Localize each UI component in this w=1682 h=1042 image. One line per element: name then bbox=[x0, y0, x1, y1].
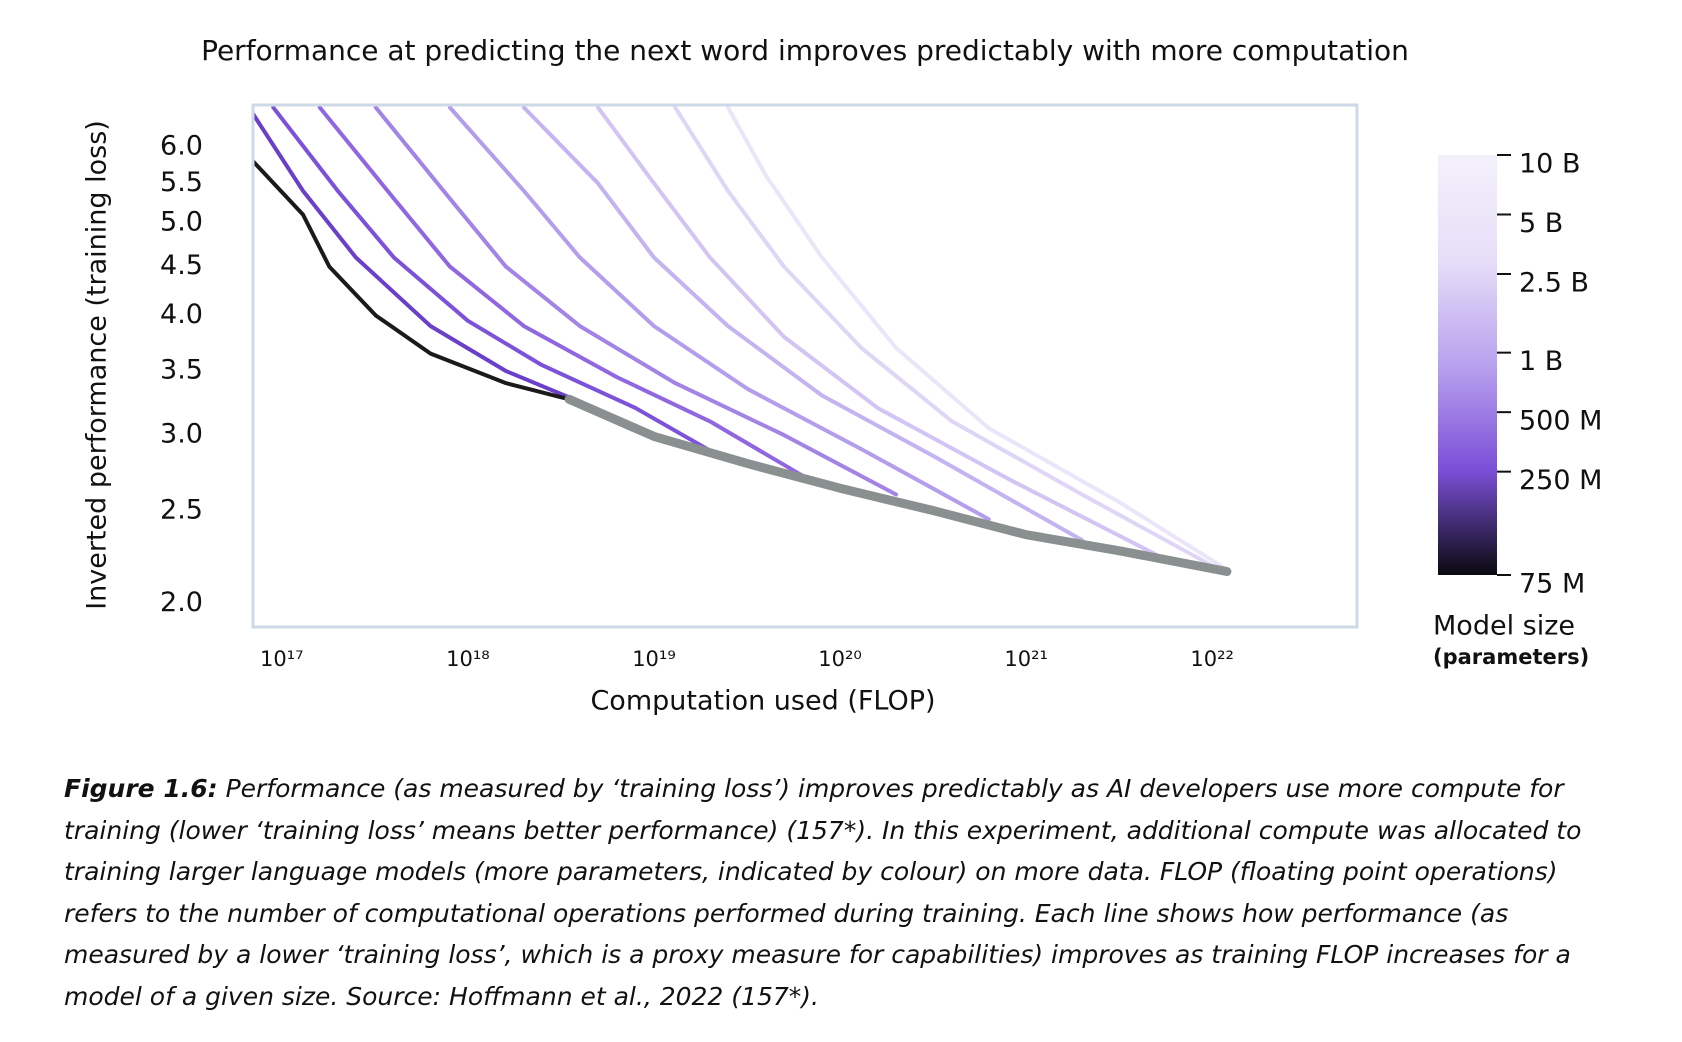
x-tick-label: 10²¹ bbox=[1004, 647, 1048, 671]
y-tick-label: 4.5 bbox=[160, 250, 203, 281]
colorbar-subtitle: (parameters) bbox=[1433, 645, 1589, 669]
colorbar-tick-label: 5 B bbox=[1519, 208, 1563, 239]
colorbar-tick-label: 10 B bbox=[1519, 149, 1580, 180]
y-axis-title: Inverted performance (training loss) bbox=[82, 120, 113, 610]
colorbar-tick-label: 500 M bbox=[1519, 406, 1602, 437]
model-line bbox=[253, 159, 572, 402]
model-line bbox=[596, 105, 1159, 557]
y-tick-label: 3.0 bbox=[160, 419, 203, 450]
model-line bbox=[521, 105, 1085, 543]
y-tick-label: 4.0 bbox=[160, 299, 203, 330]
y-tick-label: 5.0 bbox=[160, 206, 203, 237]
model-line bbox=[317, 105, 805, 478]
x-tick-label: 10²⁰ bbox=[818, 647, 862, 671]
model-line bbox=[673, 105, 1215, 568]
model-line bbox=[373, 105, 899, 497]
y-tick-label: 2.0 bbox=[160, 587, 203, 618]
caption: Figure 1.6: Performance (as measured by … bbox=[64, 768, 1634, 1017]
colorbar-tick-label: 1 B bbox=[1519, 346, 1563, 377]
plot-frame bbox=[251, 103, 1359, 629]
plot-lines bbox=[253, 105, 1232, 576]
model-line bbox=[726, 105, 1229, 572]
colorbar-tick-label: 75 M bbox=[1519, 569, 1585, 600]
x-axis-title: Computation used (FLOP) bbox=[590, 686, 935, 717]
colorbar-tick-label: 2.5 B bbox=[1519, 267, 1589, 298]
model-line bbox=[271, 105, 712, 453]
y-tick-label: 3.5 bbox=[160, 355, 203, 386]
colorbar-tick-label: 250 M bbox=[1519, 465, 1602, 496]
y-tick-label: 2.5 bbox=[160, 494, 203, 525]
colorbar bbox=[1438, 155, 1497, 575]
frontier-line bbox=[564, 394, 1232, 576]
caption-text: Performance (as measured by ‘training lo… bbox=[64, 774, 1582, 1011]
caption-label: Figure 1.6: bbox=[64, 774, 218, 803]
chart: Performance at predicting the next word … bbox=[82, 34, 1603, 717]
colorbar-title: Model size bbox=[1433, 611, 1575, 642]
chart-title: Performance at predicting the next word … bbox=[201, 34, 1409, 67]
y-tick-label: 6.0 bbox=[160, 131, 203, 162]
x-tick-label: 10¹⁹ bbox=[632, 647, 676, 671]
x-tick-label: 10¹⁷ bbox=[260, 647, 304, 671]
x-tick-label: 10²² bbox=[1190, 647, 1234, 671]
y-tick-label: 5.5 bbox=[160, 167, 203, 198]
model-line bbox=[447, 105, 991, 522]
x-tick-label: 10¹⁸ bbox=[446, 647, 490, 671]
